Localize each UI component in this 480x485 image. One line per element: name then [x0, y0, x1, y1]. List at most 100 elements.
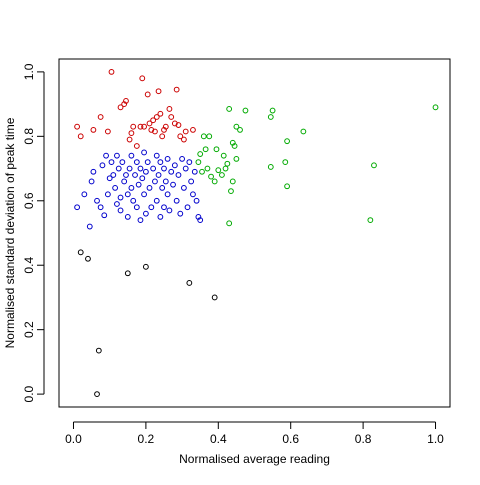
data-point — [146, 120, 153, 127]
data-point — [161, 204, 167, 211]
data-point — [144, 159, 151, 166]
x-tick-label: 1.0 — [427, 432, 444, 446]
data-point — [197, 217, 204, 224]
data-point — [367, 217, 374, 224]
data-point — [371, 162, 377, 169]
data-point — [213, 146, 220, 153]
x-tick-label: 0.6 — [282, 432, 299, 446]
data-point — [190, 191, 196, 198]
data-point — [162, 178, 169, 185]
data-point — [228, 188, 234, 195]
data-point — [97, 204, 104, 211]
data-point — [141, 123, 147, 130]
data-point — [173, 86, 180, 93]
data-point — [226, 220, 233, 227]
x-axis: 0.0 0.2 0.4 0.6 0.8 1.0 — [65, 421, 444, 446]
data-point — [168, 168, 175, 175]
data-point — [126, 165, 133, 172]
data-point — [157, 213, 164, 220]
data-point — [142, 210, 149, 217]
data-point — [175, 122, 182, 128]
data-point — [104, 191, 111, 198]
data-point — [182, 165, 189, 172]
data-point — [88, 178, 95, 185]
data-point — [284, 138, 290, 145]
x-tick-label: 0.2 — [138, 432, 155, 446]
data-point — [114, 152, 120, 159]
data-point — [224, 160, 231, 167]
data-point — [215, 167, 222, 174]
data-point — [159, 184, 166, 191]
data-point — [106, 175, 113, 182]
data-point — [233, 155, 240, 162]
data-point — [200, 133, 207, 140]
data-point — [161, 165, 167, 172]
data-point — [128, 130, 135, 137]
x-tick-label: 0.4 — [210, 432, 227, 446]
data-point — [137, 123, 144, 130]
data-point — [157, 159, 164, 166]
data-point — [199, 168, 205, 175]
data-point — [208, 173, 214, 180]
data-point — [175, 172, 182, 178]
data-point — [182, 128, 189, 135]
data-point — [191, 168, 198, 175]
y-tick-label: 0.2 — [22, 321, 36, 338]
data-point — [77, 133, 84, 140]
data-point — [153, 197, 160, 204]
data-point — [153, 152, 160, 159]
y-tick-label: 0.0 — [22, 385, 36, 402]
data-point — [166, 207, 173, 214]
data-point — [130, 197, 137, 204]
data-point — [142, 263, 149, 270]
data-point — [181, 136, 187, 143]
y-tick-label: 0.6 — [22, 192, 36, 209]
data-point — [164, 155, 171, 162]
data-point — [155, 88, 162, 95]
data-point — [181, 184, 187, 191]
data-points — [74, 68, 439, 398]
y-axis-label: Normalised standard deviation of peak ti… — [3, 117, 17, 348]
data-point — [133, 143, 140, 149]
data-point — [229, 178, 236, 185]
data-point — [133, 204, 140, 211]
data-point — [206, 133, 213, 140]
data-point — [74, 204, 81, 211]
data-point — [90, 168, 97, 175]
data-point — [242, 107, 249, 114]
data-point — [99, 162, 106, 169]
data-point — [211, 178, 218, 185]
data-point — [94, 197, 100, 204]
data-point — [190, 126, 196, 133]
data-point — [184, 204, 191, 211]
data-point — [179, 155, 185, 162]
data-point — [284, 183, 290, 190]
data-point — [233, 123, 240, 130]
data-point — [155, 172, 162, 178]
y-axis: 0.0 0.2 0.4 0.6 0.8 1.0 — [22, 63, 45, 402]
data-point — [139, 75, 146, 82]
data-point — [108, 159, 115, 166]
data-point — [90, 126, 97, 133]
data-point — [117, 207, 124, 214]
data-point — [124, 191, 131, 198]
data-point — [152, 178, 158, 185]
data-point — [117, 104, 124, 111]
data-point — [103, 152, 109, 159]
data-point — [171, 162, 178, 169]
data-point — [112, 184, 119, 191]
data-point — [101, 212, 108, 219]
data-point — [237, 126, 243, 133]
data-point — [170, 181, 176, 188]
data-point — [137, 217, 144, 224]
data-point — [300, 128, 307, 135]
y-tick-label: 0.4 — [22, 257, 36, 274]
data-point — [119, 159, 126, 166]
data-point — [141, 149, 147, 156]
data-point — [186, 159, 193, 166]
data-point — [123, 172, 129, 178]
data-point — [126, 136, 133, 143]
data-point — [150, 117, 157, 124]
